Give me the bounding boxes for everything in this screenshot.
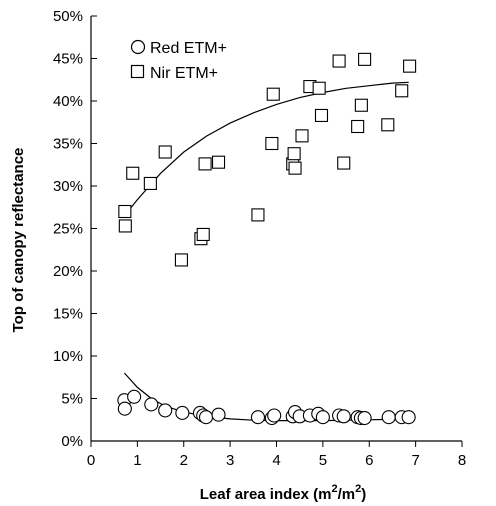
x-axis-title-mid: /m [338,486,356,503]
point-nir [288,161,302,175]
point-nir [332,54,346,68]
point-red [336,409,351,424]
x-axis-title-sup1: 2 [331,483,337,495]
y-tick-label: 0% [61,433,83,450]
y-tick-label: 10% [53,348,83,365]
point-nir [287,147,301,161]
point-nir [174,253,188,267]
point-nir [312,81,326,95]
x-tick-label: 4 [272,452,280,469]
point-red [267,408,282,423]
point-nir [251,208,265,222]
point-nir [358,52,372,66]
legend-red-label: Red ETM+ [150,40,227,57]
point-nir [118,219,132,233]
x-axis-title-pre: Leaf area index (m [200,486,332,503]
point-red [144,397,159,412]
y-tick-label: 25% [53,221,83,238]
y-tick-label: 30% [53,178,83,195]
point-red [127,389,142,404]
point-nir [265,136,279,151]
x-ticks: 0 1 2 3 4 5 6 7 8 [87,441,466,469]
point-red [175,405,190,421]
point-nir [314,108,329,122]
point-nir [295,129,309,143]
x-tick-label: 7 [411,452,419,469]
x-tick-label: 5 [319,452,327,469]
x-tick-label: 6 [365,452,373,469]
y-tick-label: 15% [53,306,83,323]
x-tick-label: 0 [87,452,95,469]
trend-line-nir [123,81,409,217]
point-nir [337,156,351,170]
y-axis-title: Top of canopy reflectance [10,148,27,333]
x-axis-title-sup2: 2 [355,483,361,495]
point-red [158,403,173,418]
x-tick-label: 1 [133,452,141,469]
point-nir [196,227,210,241]
legend-red-marker [130,39,146,55]
point-nir [211,155,226,169]
point-red [211,407,226,422]
y-ticks: 0% 5% 10% 15% 20% 25% 30% 35% 40% 45% 50% [53,8,97,450]
point-nir [381,118,395,132]
point-nir [266,87,280,101]
y-tick-label: 5% [61,391,83,408]
point-red [381,410,396,425]
point-nir [403,59,417,73]
point-nir [118,204,132,219]
x-axis-title-post: ) [361,486,366,503]
point-red [198,410,214,425]
point-nir [143,176,157,190]
trend-lines [123,81,409,422]
point-red [117,401,132,416]
legend: Red ETM+ Nir ETM+ [130,39,227,82]
point-red [357,410,372,426]
point-nir [126,166,140,180]
point-nir [354,98,368,112]
point-red [315,410,330,425]
plot-area: 0% 5% 10% 15% 20% 25% 30% 35% 40% 45% 50% 0 1 2 3 4 5 6 7… [53,8,466,469]
point-nir [395,84,409,98]
point-nir [158,145,172,159]
x-tick-label: 8 [458,452,466,469]
y-tick-label: 20% [53,263,83,280]
y-tick-label: 45% [53,51,83,68]
y-tick-label: 50% [53,8,83,25]
y-tick-label: 40% [53,93,83,110]
point-nir [198,157,212,171]
x-axis-title: Leaf area index (m2/m2) [200,483,366,503]
y-tick-label: 35% [53,136,83,153]
legend-nir-marker [130,64,145,79]
x-tick-label: 2 [180,452,188,469]
x-tick-label: 3 [226,452,234,469]
point-nir [351,119,365,134]
point-red [401,410,416,425]
data-points [117,52,417,426]
point-red [250,410,266,425]
legend-nir-label: Nir ETM+ [150,65,218,82]
